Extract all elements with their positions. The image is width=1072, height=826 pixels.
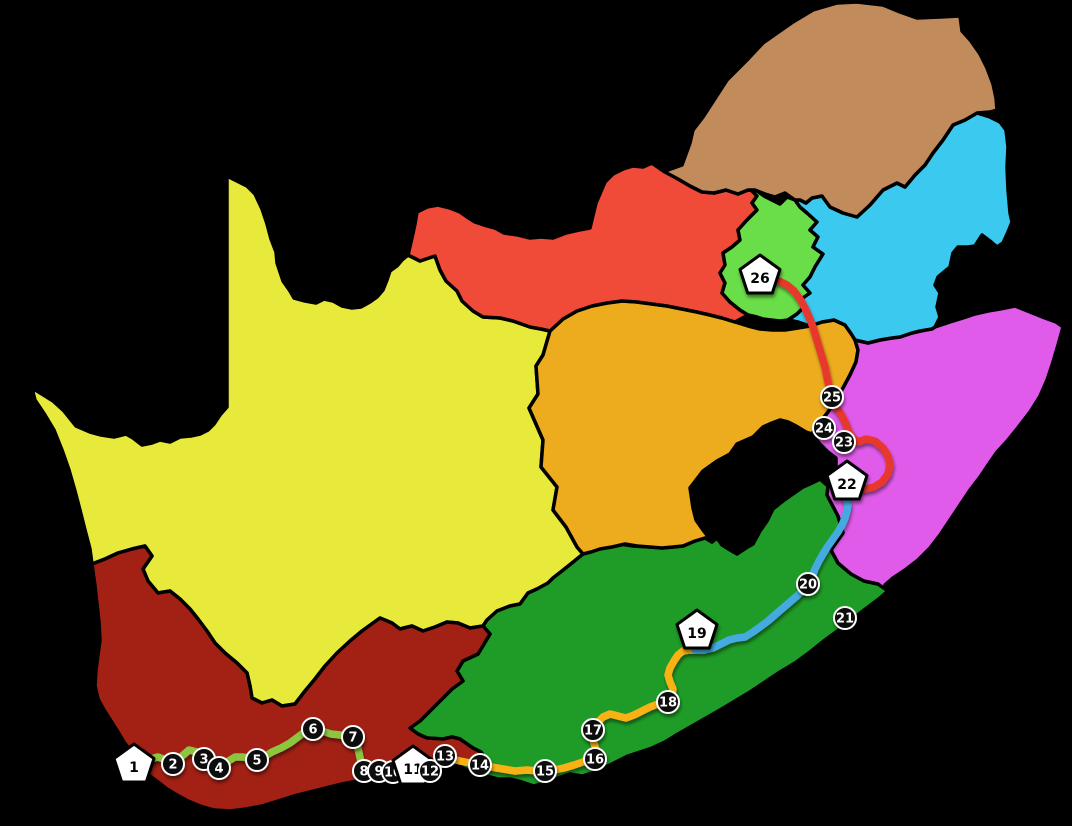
marker-label: 7 xyxy=(348,731,357,746)
circle-marker-icon xyxy=(161,752,185,776)
route-marker-21[interactable]: 21 xyxy=(833,606,857,630)
pentagon-marker-icon xyxy=(825,459,869,501)
circle-marker-icon xyxy=(207,756,231,780)
marker-label: 15 xyxy=(536,765,554,780)
marker-label: 9 xyxy=(374,765,383,780)
marker-label: 4 xyxy=(214,762,223,777)
route-marker-20[interactable]: 20 xyxy=(796,572,820,596)
marker-label: 3 xyxy=(199,753,208,768)
route-marker-24[interactable]: 24 xyxy=(812,416,836,440)
route-marker-22[interactable]: 22 xyxy=(825,459,869,501)
marker-label: 17 xyxy=(584,724,602,739)
route-marker-13[interactable]: 13 xyxy=(433,744,457,768)
marker-label: 6 xyxy=(308,723,317,738)
route-marker-7[interactable]: 7 xyxy=(341,725,365,749)
marker-label: 13 xyxy=(436,750,454,765)
route-marker-6[interactable]: 6 xyxy=(301,717,325,741)
route-marker-5[interactable]: 5 xyxy=(245,748,269,772)
marker-label: 24 xyxy=(815,422,833,437)
marker-label: 11 xyxy=(403,762,422,778)
route-marker-15[interactable]: 15 xyxy=(533,759,557,783)
marker-label: 18 xyxy=(659,696,677,711)
route-marker-2[interactable]: 2 xyxy=(161,752,185,776)
route-marker-12[interactable]: 12 xyxy=(418,759,442,783)
route-marker-4[interactable]: 4 xyxy=(207,756,231,780)
marker-label: 19 xyxy=(687,626,706,642)
marker-label: 14 xyxy=(471,759,489,774)
route-marker-26[interactable]: 26 xyxy=(738,253,782,295)
circle-marker-icon xyxy=(581,718,605,742)
circle-marker-icon xyxy=(433,744,457,768)
route-marker-1[interactable]: 1 xyxy=(112,742,156,784)
pentagon-marker-icon xyxy=(675,608,719,650)
route-marker-18[interactable]: 18 xyxy=(656,690,680,714)
marker-label: 21 xyxy=(836,612,854,627)
marker-label: 20 xyxy=(799,578,817,593)
circle-marker-icon xyxy=(812,416,836,440)
circle-marker-icon xyxy=(820,385,844,409)
circle-marker-icon xyxy=(833,606,857,630)
marker-label: 22 xyxy=(837,477,856,493)
route-marker-14[interactable]: 14 xyxy=(468,753,492,777)
marker-label: 25 xyxy=(823,391,841,406)
marker-label: 1 xyxy=(129,760,139,776)
circle-marker-icon xyxy=(533,759,557,783)
circle-marker-icon xyxy=(301,717,325,741)
circle-marker-icon xyxy=(656,690,680,714)
circle-marker-icon xyxy=(418,759,442,783)
pentagon-marker-icon xyxy=(112,742,156,784)
route-marker-23[interactable]: 23 xyxy=(832,430,856,454)
provinces-layer xyxy=(30,0,1065,813)
marker-label: 16 xyxy=(586,753,604,768)
pentagon-marker-icon xyxy=(738,253,782,295)
circle-marker-icon xyxy=(245,748,269,772)
circle-marker-icon xyxy=(341,725,365,749)
marker-label: 12 xyxy=(421,765,439,780)
circle-marker-icon xyxy=(468,753,492,777)
marker-label: 8 xyxy=(359,765,368,780)
route-marker-16[interactable]: 16 xyxy=(583,747,607,771)
enclaves-layer xyxy=(688,418,838,556)
marker-label: 5 xyxy=(252,754,261,769)
enclave-lesotho xyxy=(688,418,838,556)
province-limpopo[interactable] xyxy=(650,0,999,219)
route-marker-17[interactable]: 17 xyxy=(581,718,605,742)
circle-marker-icon xyxy=(796,572,820,596)
route-marker-19[interactable]: 19 xyxy=(675,608,719,650)
route-marker-25[interactable]: 25 xyxy=(820,385,844,409)
marker-label: 2 xyxy=(168,758,177,773)
circle-marker-icon xyxy=(832,430,856,454)
circle-marker-icon xyxy=(583,747,607,771)
marker-label: 23 xyxy=(835,436,853,451)
marker-label: 26 xyxy=(750,271,769,287)
